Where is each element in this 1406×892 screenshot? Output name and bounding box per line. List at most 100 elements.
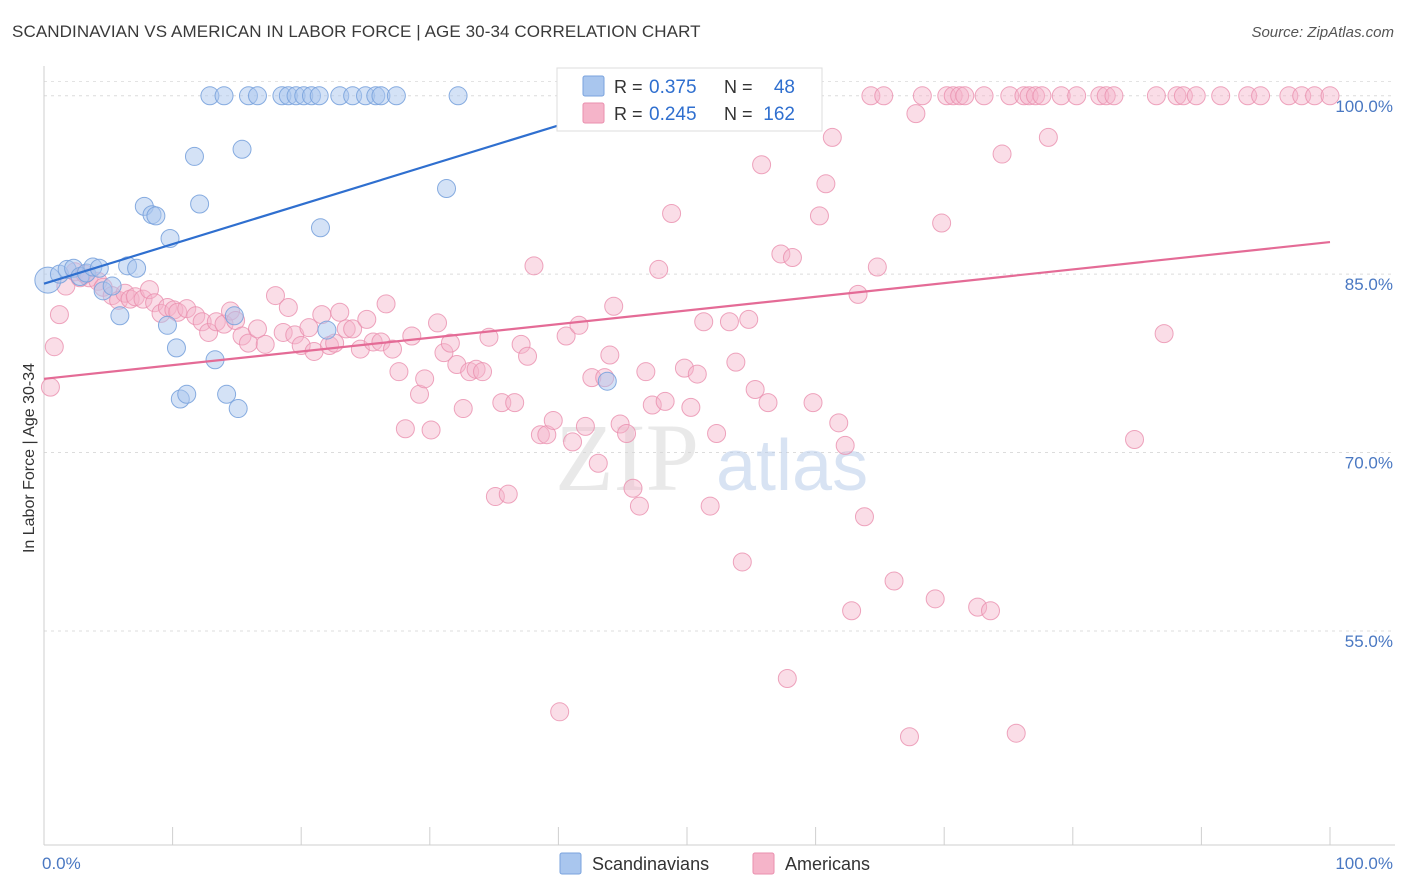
- point-scandinavians: [232, 139, 252, 159]
- point-americans: [681, 397, 701, 417]
- point-scandinavians: [448, 86, 468, 106]
- point-americans: [950, 86, 970, 106]
- stats-r-label-americans: R =: [614, 104, 643, 124]
- stats-r-value-americans: 0.245: [649, 104, 697, 125]
- point-americans: [848, 284, 868, 304]
- legend-swatch-americans[interactable]: [752, 852, 775, 875]
- point-americans: [192, 312, 212, 332]
- point-americans: [1186, 86, 1206, 106]
- stats-r-value-scandinavians: 0.375: [649, 77, 697, 98]
- point-scandinavians: [437, 179, 457, 199]
- chart-title: SCANDINAVIAN VS AMERICAN IN LABOR FORCE …: [12, 22, 701, 41]
- point-scandinavians: [228, 399, 248, 419]
- point-americans: [569, 315, 589, 335]
- point-scandinavians: [386, 86, 406, 106]
- point-americans: [687, 364, 707, 384]
- point-americans: [1320, 86, 1340, 106]
- point-americans: [588, 453, 608, 473]
- point-americans: [980, 601, 1000, 621]
- point-americans: [389, 362, 409, 382]
- watermark-atlas: atlas: [716, 426, 868, 506]
- point-americans: [434, 343, 454, 363]
- point-americans: [133, 289, 153, 309]
- point-americans: [829, 413, 849, 433]
- point-americans: [383, 339, 403, 359]
- x-tick-label-min: 0.0%: [42, 854, 81, 873]
- y-tick-label-85: 85.0%: [1345, 275, 1393, 294]
- y-axis-label: In Labor Force | Age 30-34: [21, 363, 38, 553]
- point-americans: [932, 213, 952, 233]
- point-americans: [842, 601, 862, 621]
- point-americans: [330, 302, 350, 322]
- point-americans: [822, 127, 842, 147]
- point-americans: [1167, 86, 1187, 106]
- stats-legend: R = 0.375 N = 48 R = 0.245 N = 162: [556, 67, 823, 132]
- point-americans: [421, 420, 441, 440]
- point-americans: [600, 345, 620, 365]
- point-americans: [247, 319, 267, 339]
- point-americans: [874, 86, 894, 106]
- point-americans: [273, 322, 293, 342]
- y-tick-label-100: 100.0%: [1335, 97, 1393, 116]
- point-americans: [556, 326, 576, 346]
- legend-label-americans[interactable]: Americans: [785, 854, 870, 874]
- stats-legend-swatch-americans: [582, 102, 605, 124]
- watermark: ZIP atlas: [555, 404, 868, 511]
- point-scandinavians: [102, 276, 122, 296]
- point-americans: [662, 204, 682, 224]
- point-americans: [816, 174, 836, 194]
- point-americans: [732, 552, 752, 572]
- point-americans: [44, 337, 64, 357]
- stats-legend-swatch-scandinavians: [582, 75, 605, 97]
- point-americans: [809, 206, 829, 226]
- point-americans: [376, 294, 396, 314]
- legend-swatch-scandinavians[interactable]: [559, 852, 582, 875]
- point-americans: [1146, 86, 1166, 106]
- point-americans: [974, 86, 994, 106]
- point-americans: [642, 395, 662, 415]
- point-americans: [402, 326, 422, 346]
- point-americans: [899, 727, 919, 747]
- point-americans: [943, 86, 963, 106]
- point-americans: [617, 424, 637, 444]
- point-americans: [955, 86, 975, 106]
- point-americans: [854, 507, 874, 527]
- source-label: Source: ZipAtlas.com: [1251, 24, 1394, 41]
- point-scandinavians: [89, 258, 109, 278]
- y-tick-label-70: 70.0%: [1345, 454, 1393, 473]
- point-scandinavians: [317, 320, 337, 340]
- point-americans: [410, 384, 430, 404]
- series-legend: Scandinavians Americans: [559, 852, 870, 875]
- trendlines: [43, 94, 1331, 380]
- point-scandinavians: [597, 371, 617, 391]
- point-scandinavians: [247, 86, 267, 106]
- point-scandinavians: [127, 258, 147, 278]
- point-americans: [1104, 86, 1124, 106]
- point-americans: [782, 248, 802, 268]
- stats-r-label-scandinavians: R =: [614, 77, 643, 97]
- legend-label-scandinavians[interactable]: Scandinavians: [592, 854, 709, 874]
- point-americans: [803, 393, 823, 413]
- point-americans: [623, 478, 643, 498]
- point-americans: [745, 380, 765, 400]
- point-americans: [530, 425, 550, 445]
- point-americans: [636, 362, 656, 382]
- y-tick-label-55: 55.0%: [1345, 632, 1393, 651]
- point-americans: [473, 362, 493, 382]
- stats-n-label-scandinavians: N =: [724, 77, 753, 97]
- series-scandinavians: [34, 86, 617, 419]
- point-americans: [739, 309, 759, 329]
- point-americans: [925, 589, 945, 609]
- point-americans: [968, 597, 988, 617]
- point-americans: [428, 313, 448, 333]
- point-americans: [867, 257, 887, 277]
- point-americans: [1096, 86, 1116, 106]
- point-americans: [906, 104, 926, 124]
- point-americans: [278, 297, 298, 317]
- point-scandinavians: [166, 338, 186, 358]
- point-americans: [1211, 86, 1231, 106]
- point-americans: [629, 496, 649, 516]
- point-americans: [440, 333, 460, 353]
- stats-n-label-americans: N =: [724, 104, 753, 124]
- point-americans: [726, 352, 746, 372]
